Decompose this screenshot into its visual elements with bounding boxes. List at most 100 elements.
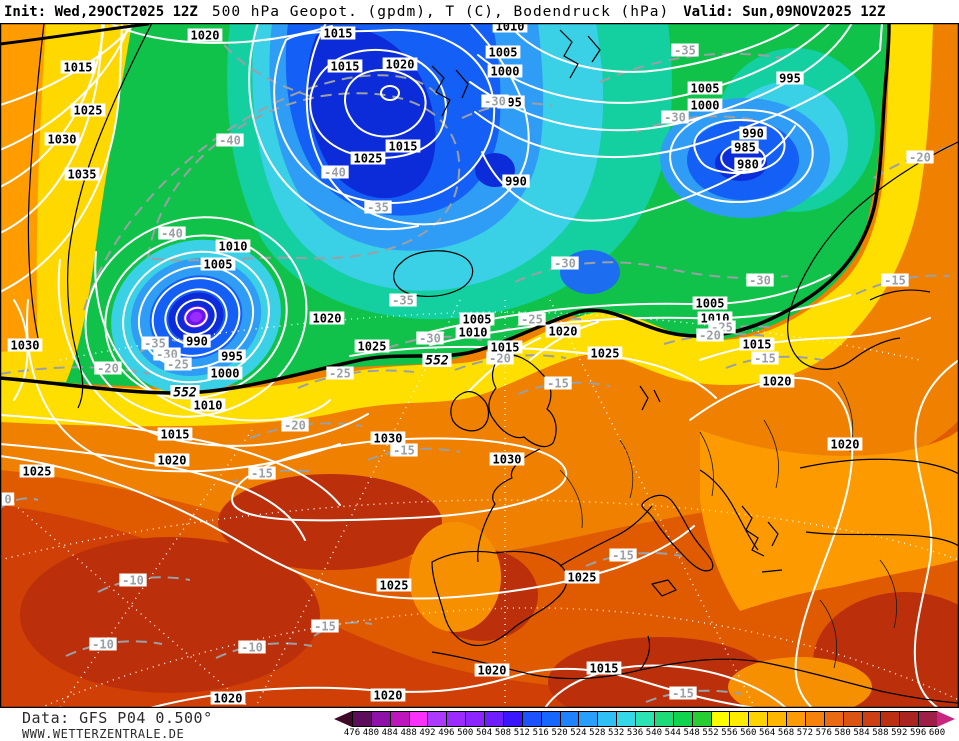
temperature-label: -20	[696, 328, 724, 342]
pressure-label-text: 1025	[591, 346, 620, 360]
pressure-label: 1025	[19, 464, 55, 478]
pressure-label: 1000	[207, 366, 243, 380]
scale-tick-label: 592	[891, 728, 908, 738]
pressure-label: 1005	[459, 312, 495, 326]
scale-cell	[446, 711, 467, 727]
pressure-label: 995	[218, 349, 246, 363]
scale-tick-label: 588	[872, 728, 889, 738]
scale-arrow-right	[937, 711, 955, 727]
scale-tick-label: 508	[494, 728, 512, 738]
pressure-label-text: 1010	[496, 19, 525, 33]
temperature-label-text: -20	[699, 328, 721, 342]
coastline-layer	[27, 23, 959, 704]
temperature-label-text: -15	[884, 273, 906, 287]
scale-tick-label: 480	[362, 728, 379, 738]
pressure-label: 1020	[545, 324, 581, 338]
pressure-label-text: 1005	[204, 257, 233, 271]
scale-tick-label: 596	[909, 728, 927, 738]
temperature-label: -35	[671, 43, 699, 57]
temperature-label-text: -35	[674, 43, 696, 57]
scale-tick-label: 524	[570, 728, 587, 738]
temperature-label-text: -40	[324, 165, 346, 179]
pressure-label: 1030	[7, 338, 43, 352]
pressure-label-text: 1015	[64, 60, 93, 74]
scale-tick-label: 492	[419, 728, 436, 738]
pressure-label: 1015	[320, 26, 356, 40]
temperature-label: -10	[238, 640, 266, 654]
pressure-label-text: 1020	[191, 28, 220, 42]
scale-tick-label: 576	[815, 728, 832, 738]
pressure-label-text: 1025	[354, 151, 383, 165]
data-source-block: Data: GFS P04 0.500° WWW.WETTERZENTRALE.…	[22, 709, 213, 741]
scale-tick-label: 496	[438, 728, 455, 738]
temperature-label: -35	[141, 336, 169, 350]
scale-cell	[748, 711, 769, 727]
pressure-label: 1005	[485, 45, 521, 59]
scale-tick-label: 536	[626, 728, 644, 738]
scale-cell	[352, 711, 372, 727]
temperature-label-text: -20	[284, 418, 306, 432]
temperature-label-text: -10	[92, 637, 114, 651]
pressure-label-text: 1020	[386, 57, 415, 71]
scale-cell	[767, 711, 788, 727]
pressure-label: 995	[776, 71, 804, 85]
scale-cell	[653, 711, 674, 727]
pressure-label-text: 1025	[380, 578, 409, 592]
scale-tick-label: 548	[683, 728, 700, 738]
pressure-label-text: 1025	[74, 103, 103, 117]
scale-cell	[635, 711, 655, 727]
pressure-label-text: 1000	[691, 98, 720, 112]
pressure-label: 990	[739, 126, 767, 140]
pressure-label-text: 1020	[214, 691, 243, 705]
scale-tick-label: 600	[928, 728, 946, 738]
pressure-label: 1015	[739, 337, 775, 351]
pressure-label: 1025	[70, 103, 106, 117]
website-label: WWW.WETTERZENTRALE.DE	[22, 727, 185, 741]
scale-cell	[408, 711, 429, 727]
temperature-label-text: 0	[4, 492, 11, 506]
pressure-label-text: 1015	[590, 661, 619, 675]
scale-cell	[484, 711, 504, 727]
temperature-label: -15	[609, 548, 637, 562]
pressure-label-text: 990	[505, 174, 527, 188]
scale-tick-label: 488	[400, 728, 417, 738]
pressure-label: 1035	[64, 167, 100, 181]
pressure-label: 1025	[564, 570, 600, 584]
pressure-label-text: 1025	[23, 464, 52, 478]
temperature-label-text: -20	[97, 361, 119, 375]
pressure-label-text: 1010	[194, 398, 223, 412]
temperature-label-text: -25	[167, 357, 189, 371]
pressure-label: 1015	[487, 340, 523, 354]
temperature-label-text: -30	[554, 256, 576, 270]
scale-tick-label: 540	[645, 728, 663, 738]
pressure-label: 1025	[350, 151, 386, 165]
temperature-label: -15	[311, 619, 339, 633]
pressure-label: 1015	[60, 60, 96, 74]
temperature-label: -10	[89, 637, 117, 651]
scale-cell	[710, 711, 731, 727]
scale-tick-label: 584	[853, 728, 870, 738]
scale-tick-label: 528	[589, 728, 606, 738]
pressure-label-text: 1005	[489, 45, 518, 59]
pressure-label: 990	[502, 174, 530, 188]
scale-tick-label: 504	[475, 728, 493, 738]
temperature-label: -15	[544, 376, 572, 390]
temperature-label-text: -30	[484, 94, 506, 108]
scale-cell	[691, 711, 712, 727]
geopotential-label-text: 552	[173, 386, 197, 401]
temperature-label: -20	[906, 150, 934, 164]
pressure-label: 1030	[370, 431, 406, 445]
temperature-label-text: -30	[664, 110, 686, 124]
scale-cell	[502, 711, 523, 727]
scale-cell	[578, 711, 599, 727]
temperature-label: -10	[119, 573, 147, 587]
pressure-label: 1015	[385, 139, 421, 153]
scale-tick-label: 512	[513, 728, 530, 738]
scale-cell	[389, 711, 410, 727]
scale-tick-label: 516	[532, 728, 549, 738]
scale-cell	[540, 711, 561, 727]
temperature-label-text: -35	[144, 336, 166, 350]
pressure-label: 1005	[687, 81, 723, 95]
pressure-label: 1025	[587, 346, 623, 360]
